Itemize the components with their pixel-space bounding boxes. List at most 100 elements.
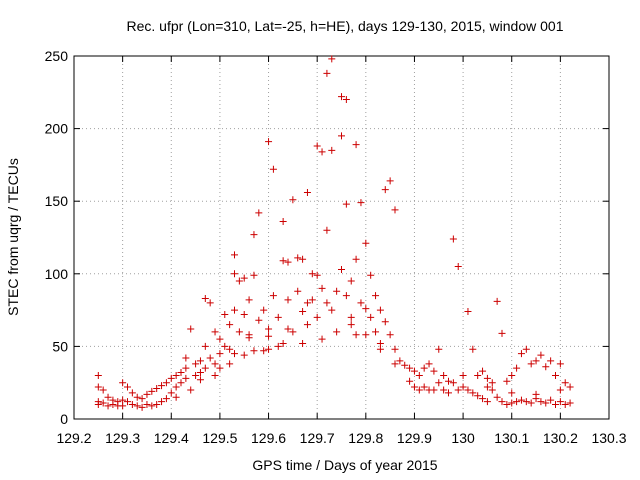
data-point [381,318,389,326]
data-point [498,398,506,406]
data-point [201,294,209,302]
data-point [527,360,535,368]
data-point [177,369,185,377]
x-tick-label: 130.2 [543,430,578,446]
data-point [323,299,331,307]
data-point [279,257,287,265]
data-point [469,345,477,353]
data-point [201,364,209,372]
data-point [303,188,311,196]
data-point [250,271,258,279]
data-point [265,138,273,146]
data-point [226,345,234,353]
data-point [381,186,389,194]
data-point [255,209,263,217]
data-point [459,371,467,379]
y-tick-label: 250 [45,48,69,64]
data-point [464,386,472,394]
data-point [138,395,146,403]
data-point [128,389,136,397]
x-tick-label: 129.5 [202,430,237,446]
data-point [503,377,511,385]
data-point [182,364,190,372]
data-point [328,55,336,63]
plot-frame [73,55,610,420]
data-point [167,374,175,382]
data-point [308,296,316,304]
x-tick-label: 130.3 [591,430,626,446]
data-point [503,400,511,408]
data-point [221,310,229,318]
data-point [449,235,457,243]
data-point [464,308,472,316]
data-point [454,386,462,394]
data-point [391,345,399,353]
data-point [279,339,287,347]
y-tick-label: 200 [45,121,69,137]
data-point [352,255,360,263]
data-point [474,371,482,379]
data-point [99,386,107,394]
data-point [196,369,204,377]
data-point [362,239,370,247]
data-point [425,360,433,368]
data-point [119,402,127,410]
data-point [513,398,521,406]
data-point [513,364,521,372]
data-point [260,306,268,314]
data-point [566,383,574,391]
data-point [333,287,341,295]
data-point [537,351,545,359]
data-point [493,393,501,401]
data-point [216,364,224,372]
data-point [231,306,238,314]
data-point [459,383,467,391]
data-point [94,400,102,408]
data-point [333,328,341,336]
data-point [260,347,268,355]
data-point [430,367,438,375]
data-point [420,364,428,372]
x-tick-label: 129.2 [56,430,91,446]
x-axis-label: GPS time / Days of year 2015 [252,457,437,473]
data-point [474,392,482,400]
data-point [231,251,238,259]
data-point [187,325,195,333]
data-point [235,277,243,285]
data-point [182,354,190,362]
data-point [133,393,141,401]
data-point [483,383,491,391]
data-point [435,345,443,353]
data-point [547,357,555,365]
data-point [488,379,496,387]
data-point [347,313,355,321]
data-point [255,316,263,324]
data-point [226,360,234,368]
data-point [245,331,253,339]
data-point [211,371,219,379]
x-tick-label: 129.9 [397,430,432,446]
data-point [153,385,161,393]
data-point [406,377,414,385]
data-point [376,306,384,314]
y-axis-label: STEC from uqrg / TECUs [5,158,21,316]
data-point [153,400,161,408]
data-point [99,399,107,407]
data-point [508,399,516,407]
data-point [289,196,297,204]
data-point [415,386,423,394]
data-point [221,342,229,350]
data-point [328,146,336,154]
data-point [201,342,209,350]
data-point [469,389,477,397]
data-point [177,379,185,387]
data-point [410,383,418,391]
data-point [235,328,243,336]
data-point [284,325,292,333]
data-point [362,331,370,339]
data-point [172,383,180,391]
data-point [517,396,525,404]
data-point [483,398,491,406]
data-point [313,313,321,321]
